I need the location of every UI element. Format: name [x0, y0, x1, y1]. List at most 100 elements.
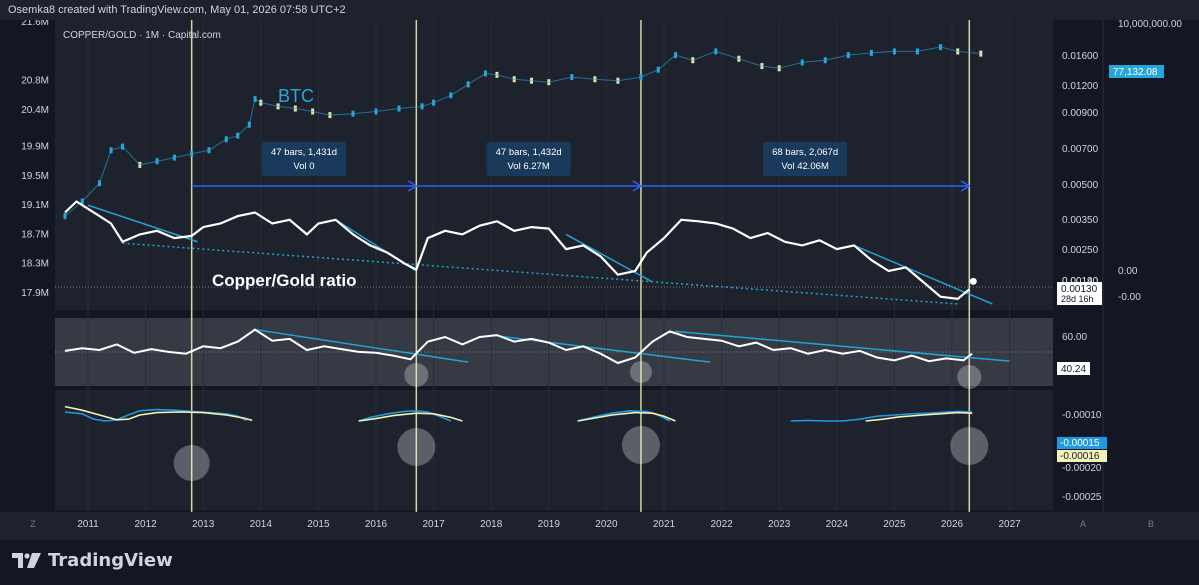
osc1-tick-label: 60.00	[1062, 332, 1087, 343]
trendline	[87, 204, 198, 243]
x-tick-label: 2019	[538, 519, 561, 530]
left-tick-label: 17.9M	[21, 288, 49, 299]
x-axis-letter: Z	[30, 519, 36, 529]
btc-label: BTC	[278, 86, 314, 106]
oscillator-2-slow-line	[577, 411, 676, 422]
oscillator-pane-2[interactable]	[55, 390, 1053, 510]
oscillator-2-slow-line	[358, 412, 463, 422]
tradingview-icon	[12, 552, 41, 568]
x-tick-label: 2022	[710, 519, 733, 530]
brand-name: TradingView	[48, 550, 173, 571]
x-axis-letter: A	[1080, 519, 1086, 529]
time-axis[interactable]	[0, 512, 1199, 540]
x-tick-label: 2017	[422, 519, 445, 530]
measure-box	[763, 142, 848, 176]
highlight-circle	[621, 426, 660, 464]
measure-bars-label: 47 bars, 1,431d	[271, 147, 337, 158]
oscillator-2-slow-line	[64, 405, 253, 422]
measure-bars-label: 47 bars, 1,432d	[496, 147, 562, 158]
osc2-tick-label: -0.00025	[1062, 492, 1102, 503]
credit-text: Osemka8 created with TradingView.com, Ma…	[8, 4, 346, 16]
osc2-fast-marker	[1057, 437, 1107, 449]
ratio-last-point	[969, 277, 977, 285]
measure-box	[486, 142, 571, 176]
left-tick-label: 21.6M	[21, 20, 49, 28]
btc-candle	[979, 50, 983, 57]
left-tick-label: 19.1M	[21, 200, 49, 211]
highlight-circle	[629, 361, 652, 383]
chart-canvas[interactable]: 47 bars, 1,431d Vol 0 47 bars, 1,432d Vol 6…	[0, 20, 1199, 540]
measure-arrowhead	[960, 180, 971, 192]
footer: TradingView	[0, 540, 1199, 585]
measure-bars-label: 68 bars, 2,067d	[772, 147, 838, 158]
highlight-circle	[950, 427, 989, 465]
x-tick-label: 2020	[595, 519, 618, 530]
highlight-circle	[404, 363, 429, 387]
ratio-price-marker	[1057, 282, 1102, 305]
osc2-slow-value: -0.00016	[1060, 451, 1100, 462]
measure-volume-label: Vol 42.06M	[781, 161, 829, 172]
oscillator-2-fast-line	[790, 410, 973, 422]
x-axis-letter: B	[1148, 519, 1154, 529]
x-tick-label: 2021	[653, 519, 676, 530]
price-tick-label: 0.01200	[1062, 81, 1099, 92]
price-tick-label: 0.00700	[1062, 144, 1099, 155]
price-tick-label: 0.00500	[1062, 180, 1099, 191]
x-tick-label: 2018	[480, 519, 503, 530]
osc2-slow-marker	[1057, 450, 1107, 462]
osc1-value-marker	[1057, 362, 1090, 375]
x-tick-label: 2026	[941, 519, 964, 530]
oscillator-1-line	[64, 328, 973, 365]
x-tick-label: 2016	[365, 519, 388, 530]
x-tick-label: 2023	[768, 519, 791, 530]
price-tick-label: 0.00140	[1062, 276, 1099, 287]
x-tick-label: 2013	[192, 519, 215, 530]
ratio-label: Copper/Gold ratio	[212, 271, 357, 290]
x-tick-label: 2011	[77, 519, 99, 530]
x-tick-label: 2027	[998, 519, 1021, 530]
tradingview-logo[interactable]: TradingView	[12, 550, 173, 571]
measure-volume-label: Vol 0	[293, 161, 314, 172]
trendline	[853, 244, 993, 305]
price-tick-label: 0.00900	[1062, 108, 1099, 119]
btc-axis-tick: 10,000,000.00	[1118, 20, 1182, 30]
osc2-tick-label: -0.00020	[1062, 463, 1102, 474]
trendline	[565, 233, 653, 283]
btc-axis-tick: -0.00	[1118, 292, 1141, 303]
oscillator-2-fast-line	[64, 408, 247, 422]
left-tick-label: 20.8M	[21, 76, 49, 87]
left-tick-label: 19.9M	[21, 142, 49, 153]
symbol-label: COPPER/GOLD · 1M · Capital.com	[63, 30, 221, 41]
left-tick-label: 20.4M	[21, 105, 49, 116]
btc-price-value: 77,132.08	[1113, 67, 1158, 78]
osc1-value: 40.24	[1061, 364, 1086, 375]
x-tick-label: 2024	[826, 519, 849, 530]
highlight-circle	[173, 445, 210, 481]
btc-price-marker	[1109, 65, 1164, 78]
price-tick-label: 0.01600	[1062, 51, 1099, 62]
x-tick-label: 2014	[250, 519, 273, 530]
ratio-price-value: 0.00130	[1061, 284, 1098, 295]
btc-axis-tick: 0.00	[1118, 266, 1138, 277]
oscillator-2-slow-line	[865, 411, 973, 422]
oscillator-trendline	[254, 328, 469, 363]
btc-candle	[63, 213, 67, 220]
oscillator-trendline	[675, 330, 1010, 362]
watermark-header: Osemka8 created with TradingView.com, Ma…	[0, 0, 1199, 20]
left-tick-label: 18.7M	[21, 229, 49, 240]
measure-volume-label: Vol 6.27M	[508, 161, 550, 172]
left-tick-label: 19.5M	[21, 171, 49, 182]
right-axis-panel[interactable]	[1053, 20, 1199, 510]
measure-box	[262, 142, 346, 176]
bar-countdown: 28d 16h	[1061, 294, 1094, 304]
copper-gold-ratio-line	[64, 200, 971, 301]
x-tick-label: 2015	[307, 519, 330, 530]
oscillator-2-fast-line	[358, 409, 452, 422]
highlight-circle	[957, 365, 982, 389]
price-tick-label: 0.00350	[1062, 215, 1099, 226]
osc2-tick-label: -0.00010	[1062, 410, 1102, 421]
osc2-fast-value: -0.00015	[1060, 438, 1100, 449]
x-tick-label: 2012	[134, 519, 157, 530]
highlight-circle	[397, 428, 436, 466]
btc-price-line	[64, 46, 981, 217]
